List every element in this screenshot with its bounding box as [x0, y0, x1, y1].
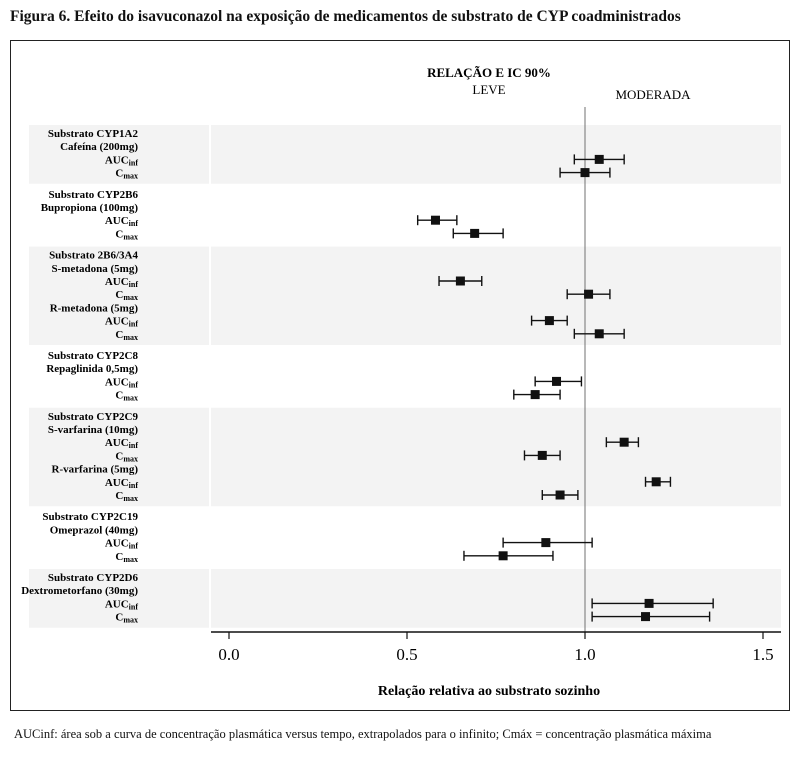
point-estimate: [580, 168, 590, 178]
point-estimate: [651, 477, 661, 487]
region-label-moderada: MODERADA: [615, 87, 691, 102]
param-label: Cmax: [115, 168, 138, 181]
param-label: Cmax: [115, 490, 138, 503]
data-marks: [416, 154, 714, 622]
row-bands: [29, 125, 781, 628]
param-label: AUCinf: [105, 598, 139, 611]
label-band: [29, 407, 209, 507]
point-estimate: [594, 154, 604, 164]
x-axis-label: Relação relativa ao substrato sozinho: [378, 684, 600, 699]
drug-label: R-varfarina (5mg): [52, 464, 139, 476]
x-tick-label: 1.5: [752, 645, 773, 664]
reference-lines: [584, 107, 586, 632]
point-estimate: [584, 289, 594, 299]
point-estimate: [430, 215, 440, 225]
row-band: [211, 407, 781, 507]
point-estimate: [530, 390, 540, 400]
drug-label: Omeprazol (40mg): [50, 524, 139, 536]
group-label: Substrato CYP2B6: [48, 189, 138, 201]
label-band: [29, 246, 209, 345]
param-label: Cmax: [115, 612, 138, 625]
param-label: AUCinf: [105, 376, 139, 389]
row-band: [211, 246, 781, 345]
group-label: Substrato CYP2C19: [42, 511, 138, 523]
drug-label: Dextrometorfano (30mg): [21, 585, 138, 597]
x-axis: 0.00.51.01.52.02.53.0: [211, 631, 781, 664]
group-label: Substrato CYP1A2: [48, 128, 139, 140]
point-estimate: [498, 551, 508, 561]
param-label: Cmax: [115, 551, 138, 564]
group-label: Substrato 2B6/3A4: [49, 250, 138, 262]
row-band: [211, 569, 781, 628]
x-tick-label: 0.5: [396, 645, 417, 664]
param-label: AUCinf: [105, 316, 139, 329]
point-estimate: [619, 437, 629, 447]
point-estimate: [455, 276, 465, 286]
region-label-leve: LEVE: [472, 82, 505, 97]
footnote: AUCinf: área sob a curva de concentração…: [14, 727, 712, 741]
drug-label: Bupropiona (100mg): [41, 202, 139, 214]
point-estimate: [537, 450, 547, 460]
drug-label: S-metadona (5mg): [52, 263, 139, 275]
param-label: Cmax: [115, 228, 138, 241]
param-label: AUCinf: [105, 437, 139, 450]
drug-label: Repaglinida 0,5mg): [46, 363, 138, 375]
param-label: AUCinf: [105, 538, 139, 551]
drug-label: R-metadona (5mg): [50, 302, 139, 314]
label-band: [29, 125, 209, 184]
point-estimate: [594, 329, 604, 339]
label-band: [29, 569, 209, 628]
param-label: Cmax: [115, 390, 138, 403]
param-label: AUCinf: [105, 276, 139, 289]
point-estimate: [644, 598, 654, 608]
param-label: Cmax: [115, 329, 138, 342]
point-estimate: [641, 612, 651, 622]
figure-title: Figura 6. Efeito do isavuconazol na expo…: [10, 8, 681, 25]
param-label: Cmax: [115, 450, 138, 463]
drug-label: S-varfarina (10mg): [48, 424, 138, 436]
group-label: Substrato CYP2D6: [48, 572, 139, 584]
param-label: AUCinf: [105, 215, 139, 228]
drug-label: Cafeína (200mg): [60, 141, 138, 153]
param-label: AUCinf: [105, 154, 139, 167]
point-estimate: [544, 316, 554, 326]
point-estimate: [541, 538, 551, 548]
group-label: Substrato CYP2C9: [48, 411, 139, 423]
x-tick-label: 0.0: [218, 645, 239, 664]
row-band: [211, 125, 781, 184]
group-label: Substrato CYP2C8: [48, 350, 139, 362]
chart-header: RELAÇÃO E IC 90%: [427, 65, 551, 80]
point-estimate: [552, 376, 562, 386]
point-estimate: [470, 228, 480, 238]
x-tick-label: 1.0: [574, 645, 595, 664]
param-label: AUCinf: [105, 477, 139, 490]
param-label: Cmax: [115, 289, 138, 302]
point-estimate: [555, 490, 565, 500]
chart-frame: Substrato CYP1A2 Cafeína (200mg) AUCinf Cma…: [10, 40, 790, 711]
